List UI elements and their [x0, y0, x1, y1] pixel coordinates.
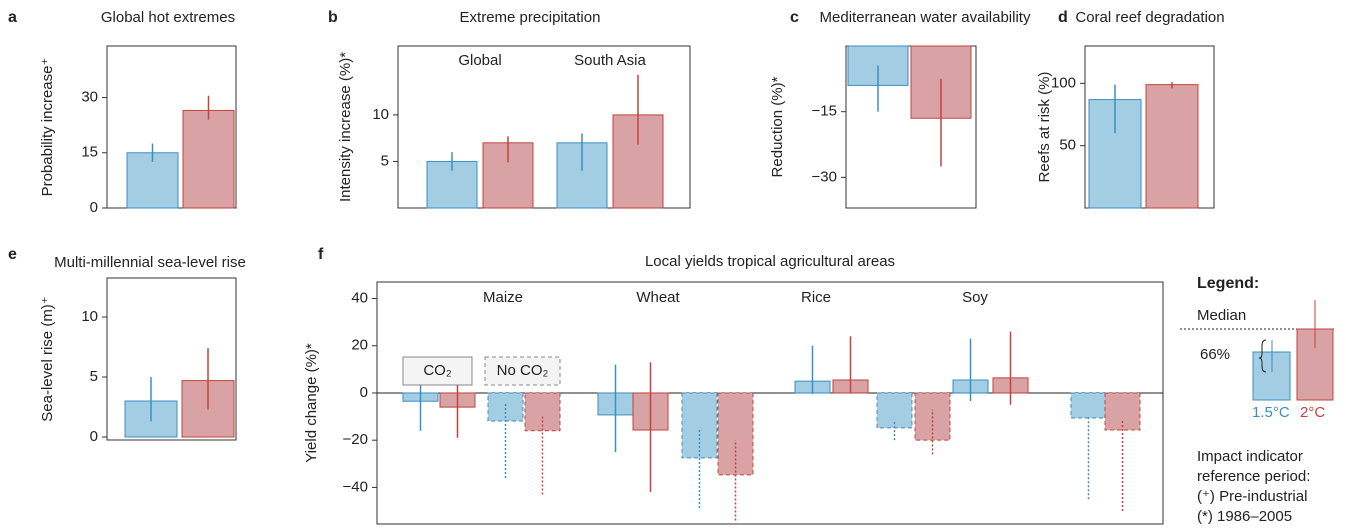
category-label: Global [458, 52, 501, 69]
panel-letter: f [318, 246, 324, 263]
panel-title: Coral reef degradation [1075, 9, 1224, 26]
panel-title: Global hot extremes [101, 9, 235, 26]
y-tick-label: −15 [812, 103, 837, 120]
group-key-label: CO₂ [423, 362, 452, 379]
plot-frame [397, 45, 691, 209]
y-tick-label: 15 [81, 144, 98, 161]
y-tick-label: 0 [90, 199, 98, 216]
legend-range: 66% [1200, 346, 1230, 363]
group-key-box [402, 356, 473, 386]
y-tick-label: −40 [343, 478, 368, 495]
legend-note: Impact indicator [1197, 448, 1303, 465]
bar [681, 392, 718, 459]
panel-letter: a [8, 9, 17, 26]
legend-brace [1258, 339, 1267, 373]
y-axis-label: Probability increase⁺ [39, 58, 56, 197]
y-tick-label: 40 [351, 289, 368, 306]
panel-title: Multi-millennial sea-level rise [54, 254, 246, 271]
y-tick-label: 5 [90, 368, 98, 385]
category-label: Maize [483, 289, 523, 306]
panel-title: Extreme precipitation [460, 9, 601, 26]
legend-panel: Legend: Median 66% 1.5°C 2°C Impact indi… [1180, 275, 1336, 525]
y-axis-label: Intensity increase (%)* [337, 52, 354, 202]
category-label: Wheat [636, 289, 680, 306]
plot-frame [106, 277, 237, 441]
panel-letter: b [328, 9, 338, 26]
plot-frame [376, 281, 1164, 525]
y-axis-label: Yield change (%)* [303, 343, 320, 463]
bar [182, 109, 235, 209]
panel-letter: e [8, 246, 17, 263]
y-tick-label: 50 [1059, 137, 1076, 154]
category-label: South Asia [574, 52, 646, 69]
bar [717, 392, 754, 476]
bar [524, 392, 561, 432]
panel-title: Mediterranean water availability [820, 9, 1031, 26]
y-axis-label: Sea-level rise (m)⁺ [39, 296, 56, 421]
bar [482, 142, 534, 209]
legend-label: 2°C [1300, 404, 1325, 421]
y-tick-label: 0 [90, 428, 98, 445]
bar [1070, 392, 1107, 419]
y-tick-label: 100 [1051, 74, 1076, 91]
legend-note: reference period: [1197, 468, 1310, 485]
y-tick-label: 10 [372, 106, 389, 123]
panel-letter: c [790, 9, 799, 26]
y-tick-label: 10 [81, 308, 98, 325]
y-axis-label: Reduction (%)* [769, 76, 786, 177]
y-tick-label: −20 [343, 431, 368, 448]
y-tick-label: 0 [360, 384, 368, 401]
y-tick-label: 20 [351, 337, 368, 354]
y-tick-label: 30 [81, 89, 98, 106]
y-tick-label: 5 [381, 152, 389, 169]
bar [1145, 84, 1199, 209]
bar [1104, 392, 1141, 431]
panel-title: Local yields tropical agricultural areas [645, 253, 895, 270]
group-key-box [484, 356, 561, 386]
group-key-label: No CO₂ [497, 362, 549, 379]
legend-note: (⁺) Pre-industrial [1197, 488, 1307, 505]
legend-title: Legend: [1197, 275, 1259, 292]
legend-note: (*) 1986–2005 [1197, 508, 1292, 525]
category-label: Rice [801, 289, 831, 306]
y-axis-label: Reefs at risk (%) [1036, 72, 1053, 183]
category-label: Soy [962, 289, 988, 306]
y-tick-label: −30 [812, 168, 837, 185]
legend-median: Median [1197, 307, 1246, 324]
legend-label: 1.5°C [1252, 404, 1290, 421]
panel-letter: d [1058, 9, 1068, 26]
